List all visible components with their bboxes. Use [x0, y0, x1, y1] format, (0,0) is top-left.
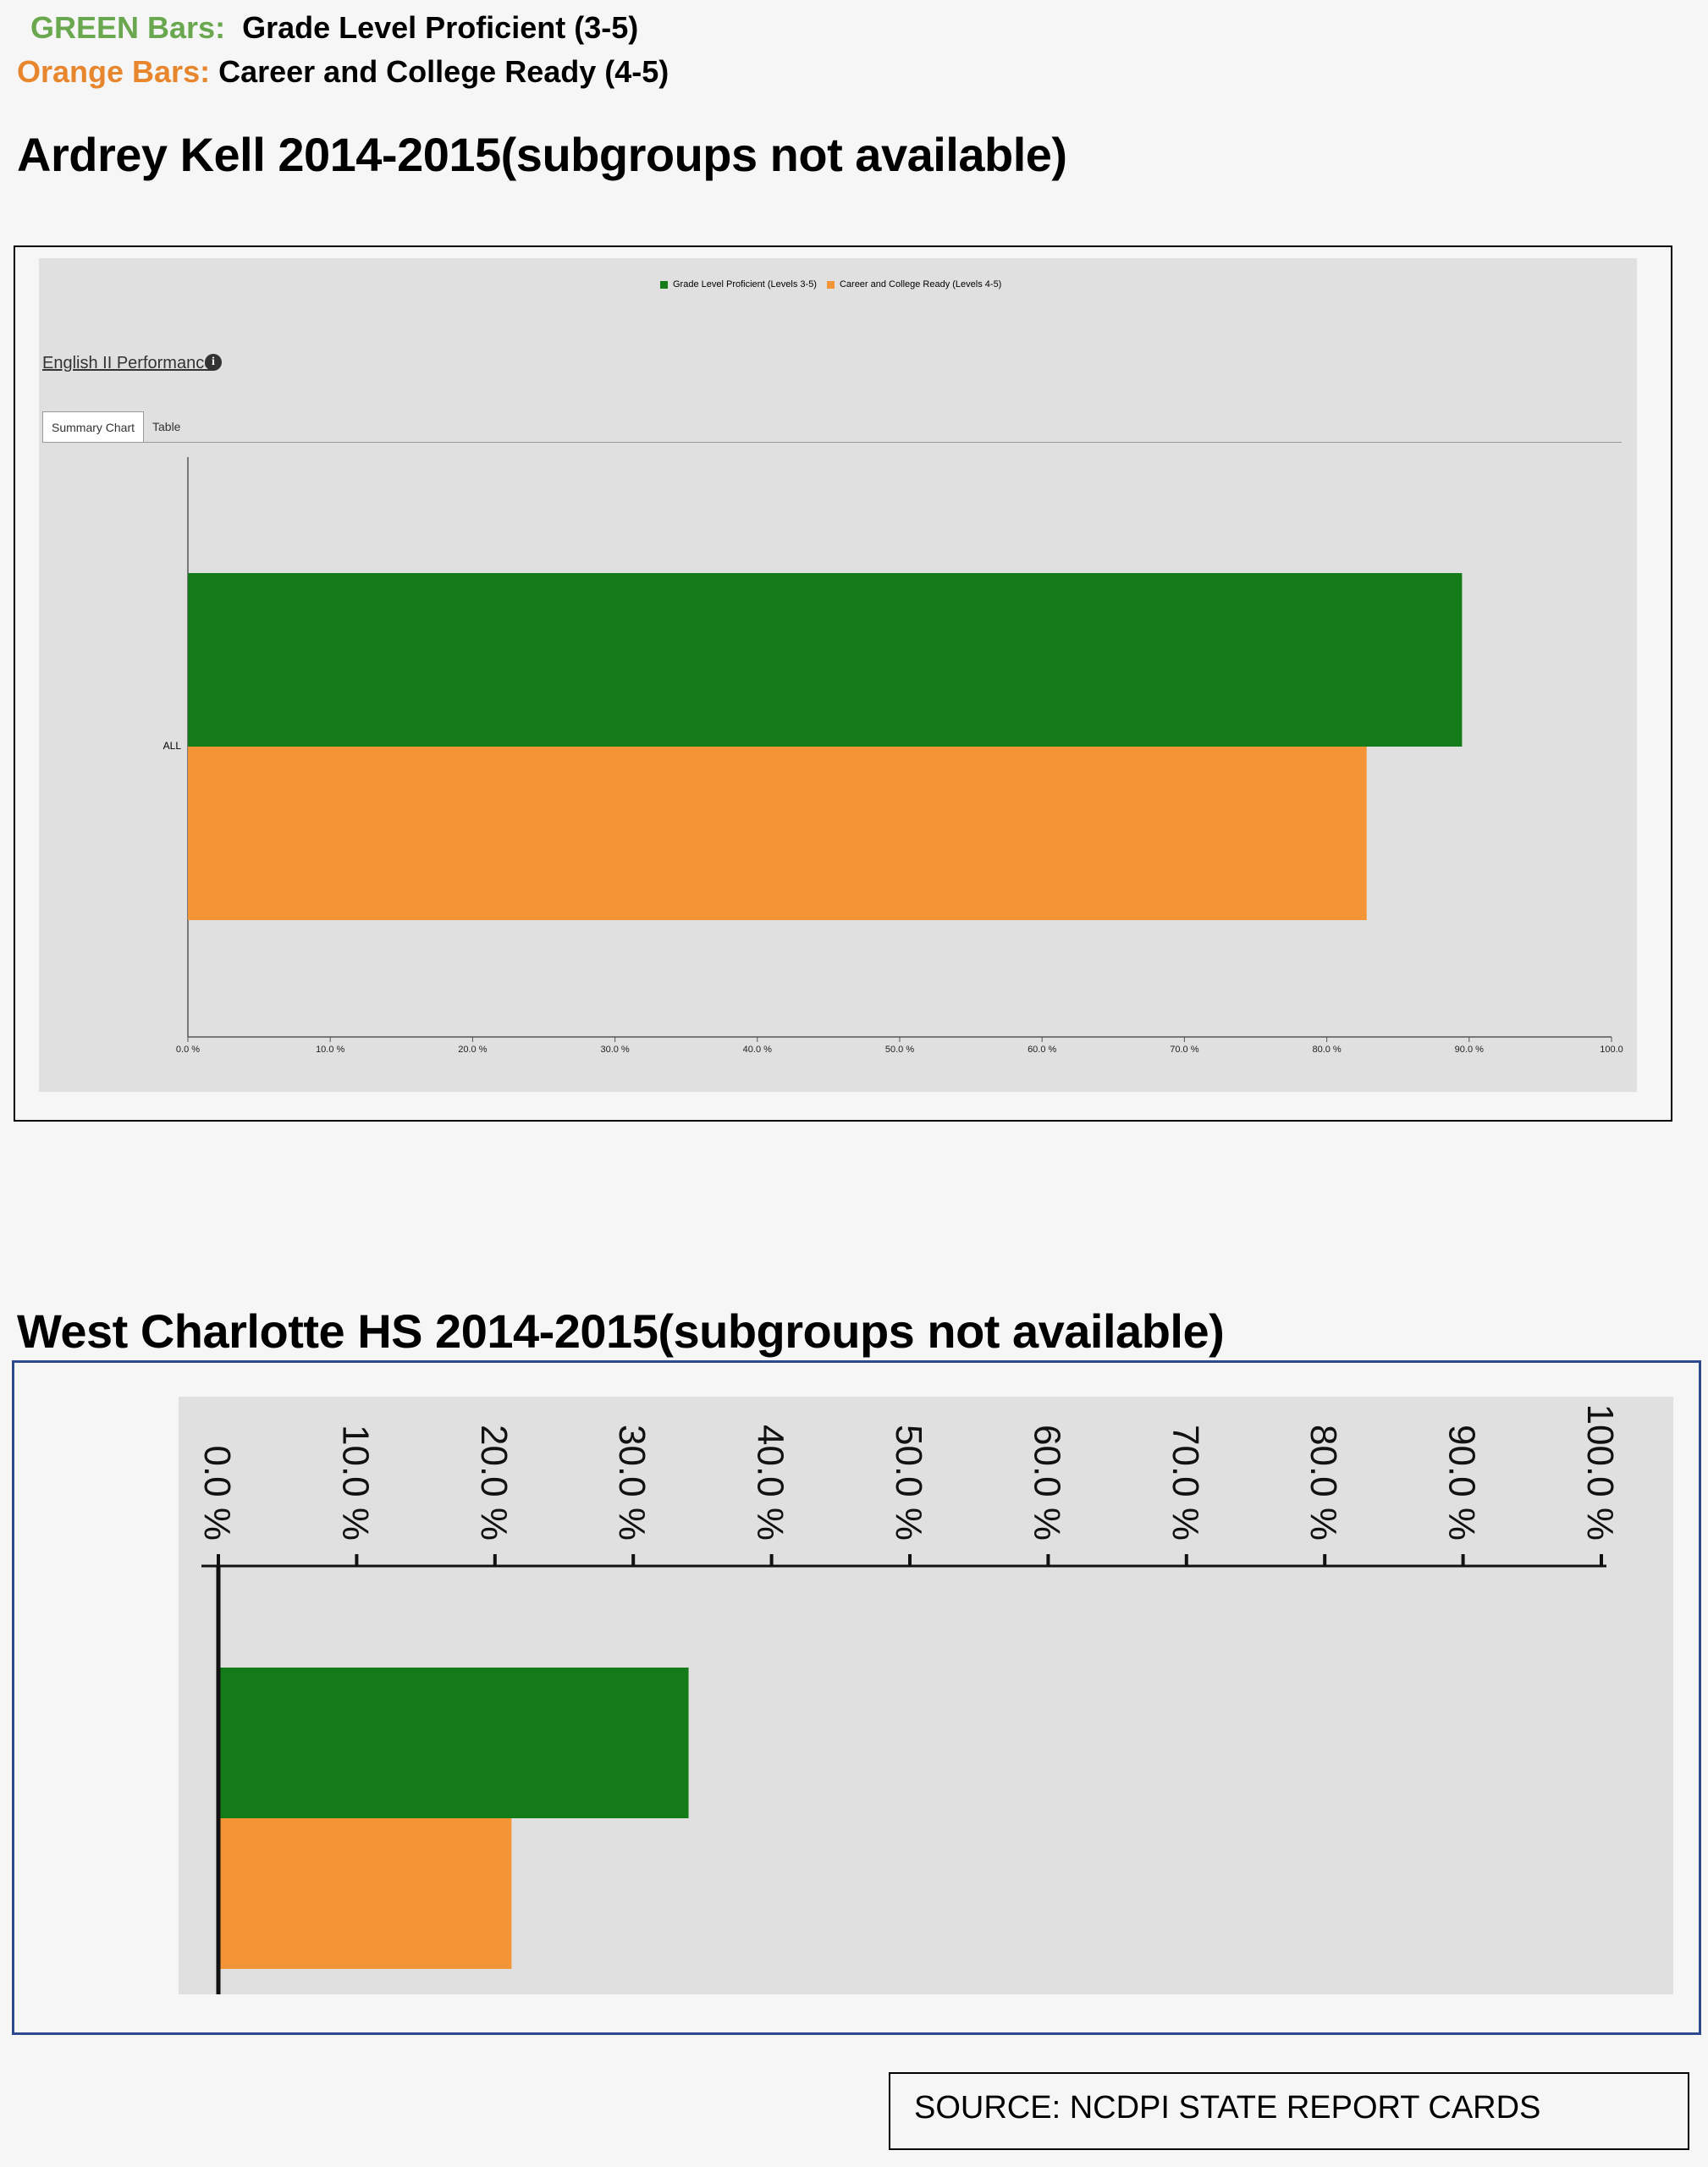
inner-legend-orange-swatch — [826, 280, 835, 289]
chart2-bar-green — [218, 1668, 689, 1818]
section2-heading: West Charlotte HS 2014-2015(subgroups no… — [17, 1304, 1225, 1358]
tab-table[interactable]: Table — [152, 420, 181, 433]
chart1-tick-label: 90.0 % — [1455, 1045, 1484, 1055]
chart2-tick-label: 90.0 % — [1441, 1425, 1483, 1541]
inner-legend: Grade Level Proficient (Levels 3-5) Care… — [660, 279, 1001, 289]
chart1-bar-green — [188, 573, 1463, 747]
chart2-tick-label: 80.0 % — [1303, 1425, 1344, 1541]
chart1-tick-label: 20.0 % — [458, 1045, 487, 1055]
chart1-bar-orange — [188, 747, 1367, 920]
legend-orange-line: Orange Bars: Career and College Ready (4… — [17, 54, 669, 90]
chart2-svg: 0.0 % 10.0 % 20.0 % 30.0 % 40.0 % 50.0 % 60.0 … — [196, 1404, 1621, 1994]
inner-legend-green-label: Grade Level Proficient (Levels 3-5) — [673, 279, 817, 289]
tab-divider — [42, 442, 1622, 443]
chart1-tick-label: 50.0 % — [885, 1045, 914, 1055]
tab-summary-chart[interactable]: Summary Chart — [42, 411, 145, 442]
chart2-tick-label: 60.0 % — [1026, 1425, 1067, 1541]
chart2-tick-label: 0.0 % — [196, 1445, 238, 1541]
inner-legend-orange-label: Career and College Ready (Levels 4-5) — [839, 279, 1002, 289]
section2-frame — [12, 1360, 1701, 2035]
chart2-tick-label: 40.0 % — [750, 1425, 791, 1541]
chart1-category-label: ALL — [163, 740, 182, 752]
inner-legend-green-swatch — [660, 280, 668, 289]
legend-orange-key: Orange Bars: — [17, 54, 211, 89]
chart2-tick-label: 100.0 % — [1579, 1404, 1621, 1541]
chart2-tick-label: 10.0 % — [334, 1425, 376, 1541]
chart1-tick-label: 40.0 % — [743, 1045, 772, 1055]
source-box: SOURCE: NCDPI STATE REPORT CARDS — [889, 2072, 1689, 2150]
chart2-tick-label: 20.0 % — [473, 1425, 515, 1541]
legend-orange-text: Career and College Ready (4-5) — [218, 54, 669, 89]
chart2-bar-orange — [218, 1818, 512, 1969]
chart1-tick-label: 10.0 % — [316, 1045, 344, 1055]
chart2-tick-label: 50.0 % — [888, 1425, 929, 1541]
legend-green-text: Grade Level Proficient (3-5) — [242, 10, 639, 45]
chart2-tick-label: 30.0 % — [611, 1425, 653, 1541]
chart1-tick-label: 60.0 % — [1028, 1045, 1056, 1055]
chart1-tick-label: 100.0 — [1600, 1045, 1623, 1055]
english-ii-performance-link[interactable]: English II Performance — [42, 354, 214, 372]
chart1-svg: ALL 0.0 % 10.0 % 20.0 % 30.0 % 40.0 % 50.0 % 6… — [163, 457, 1623, 1055]
chart1-tick-label: 80.0 % — [1312, 1045, 1341, 1055]
section1-frame — [14, 245, 1672, 1122]
chart2-tick-label: 70.0 % — [1165, 1425, 1206, 1541]
chart1-tick-label: 30.0 % — [600, 1045, 629, 1055]
section1-heading: Ardrey Kell 2014-2015(subgroups not avai… — [17, 128, 1067, 181]
chart1-tick-label: 70.0 % — [1170, 1045, 1198, 1055]
legend-green-line: GREEN Bars: Grade Level Proficient (3-5) — [30, 10, 638, 46]
legend-green-key: GREEN Bars: — [30, 10, 226, 45]
chart1-tick-label: 0.0 % — [176, 1045, 200, 1055]
info-icon[interactable]: i — [205, 354, 222, 371]
